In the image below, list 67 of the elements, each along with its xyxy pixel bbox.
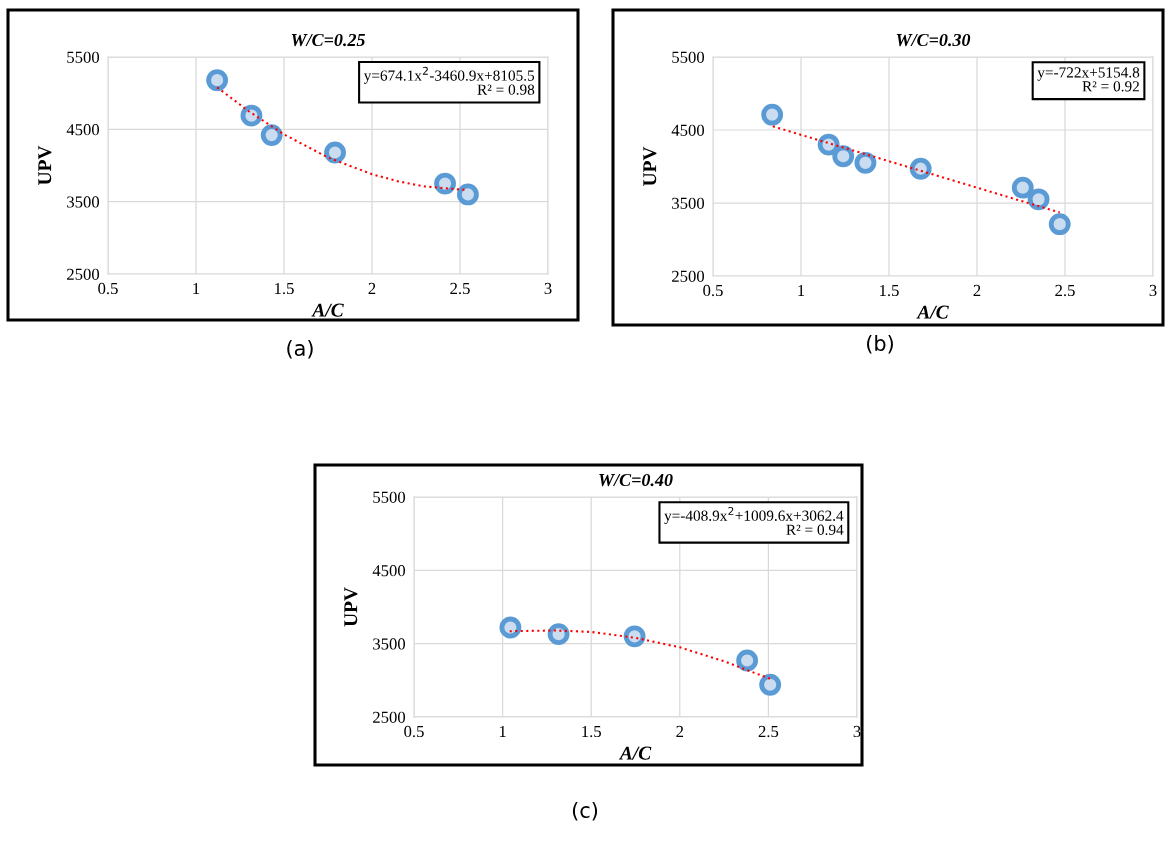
y-tick-label: 5500 [672,51,705,63]
x-tick-label: 2 [676,725,684,737]
x-tick-label: 3 [853,725,861,738]
y-tick-label: 3500 [373,638,406,650]
point [324,141,346,164]
point [456,183,479,206]
point [832,145,855,168]
x-tick-label: 3 [544,282,552,295]
y-tick-label: 2500 [373,711,406,723]
annotation: R² = 0.94 [786,524,844,535]
point [854,151,877,174]
point [736,649,759,672]
annotation: R² = 0.92 [1082,81,1139,92]
point [499,616,522,639]
x-tick-label: 0.5 [98,282,118,295]
text: (b) [867,334,893,354]
text: (c) [572,801,598,821]
x-tick-label: 3 [1149,284,1157,297]
x-tick-label: 0.5 [703,284,723,297]
annotation: R² = 0.98 [477,84,535,95]
y-tick-label: 5500 [67,51,100,63]
y-tick-label: 4500 [372,565,406,577]
x-axis-title: A/C [916,305,949,319]
y-tick-label: 3500 [672,197,705,209]
x-tick-label: 2.5 [1055,284,1075,297]
annotation: y=-408.9x$^{2}$+1009.6x+3062.4 [664,506,844,524]
chart-title: W/C=0.30 [896,33,971,47]
x-tick-label: 1 [499,725,506,737]
y-axis-title: UPV [38,145,52,185]
x-tick-label: 2 [368,282,376,294]
y-tick-label: 4500 [66,124,100,136]
point [909,157,932,180]
y-axis-title: UPV [643,146,657,186]
y-tick-label: 4500 [671,124,705,136]
point [1027,188,1050,211]
x-tick-label: 1.5 [275,282,294,295]
point [240,104,263,127]
y-tick-label: 2500 [67,268,100,280]
point [434,172,456,195]
x-tick-label: 2 [973,284,981,296]
point [1048,213,1071,236]
chart-title: W/C=0.25 [291,33,366,47]
annotation: y=674.1x$^{2}$-3460.9x+8105.5 [363,66,535,84]
y-tick-label: 2500 [672,270,705,282]
text: (a) [287,339,313,359]
point [260,124,283,147]
x-tick-label: 2.5 [450,282,470,295]
x-tick-label: 1 [798,284,805,296]
y-axis-title: UPV [344,587,358,627]
point [547,623,570,646]
y-tick-label: 5500 [373,491,406,503]
annotation: y=-722x+5154.8 [1037,67,1140,81]
point [761,103,784,126]
y-tick-label: 3500 [67,196,100,208]
x-axis-title: A/C [618,746,652,760]
point [1011,176,1034,199]
x-tick-label: 1 [193,282,200,294]
point [623,625,646,648]
point [817,133,840,156]
x-tick-label: 1.5 [880,284,899,297]
chart-title: W/C=0.40 [599,473,673,487]
x-tick-label: 0.5 [404,725,424,738]
point [759,673,782,696]
x-tick-label: 2.5 [758,725,779,738]
point [206,69,229,92]
x-axis-title: A/C [311,303,344,317]
x-tick-label: 1.5 [582,725,601,738]
